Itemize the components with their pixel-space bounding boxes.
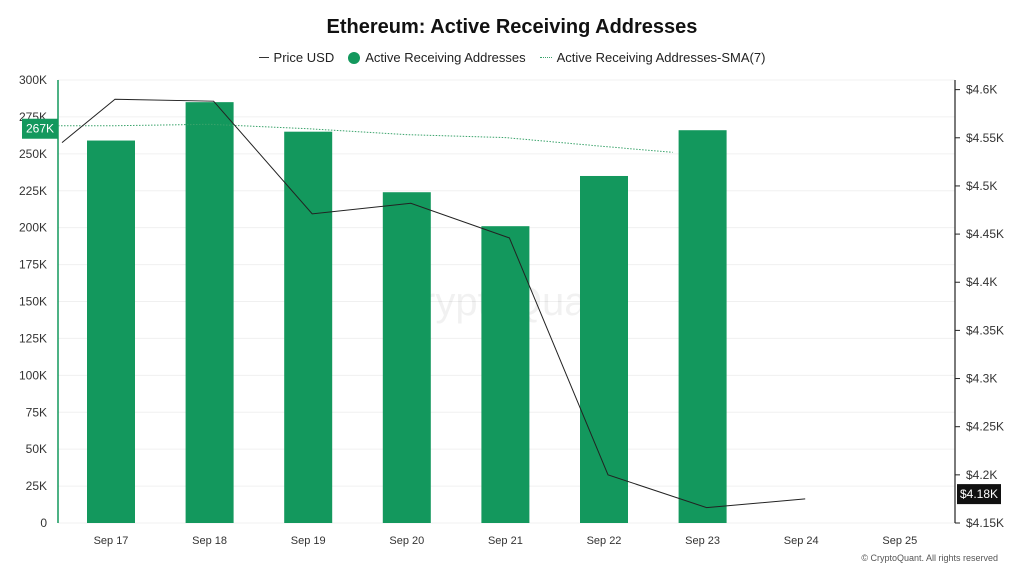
left-tick-label-100k: 100K xyxy=(19,368,47,382)
bar-sep-19 xyxy=(284,131,333,523)
left-tick-label-225k: 225K xyxy=(19,184,47,198)
legend-item-sma[interactable]: Active Receiving Addresses-SMA(7) xyxy=(539,50,766,65)
right-tick-label-9: $4.6K xyxy=(966,83,997,97)
right-tick-label-8: $4.55K xyxy=(966,131,1004,145)
x-tick-label-sep-18: Sep 18 xyxy=(192,535,227,547)
right-tick-label-4: $4.35K xyxy=(966,323,1004,337)
price-line xyxy=(61,98,806,509)
bar-sep-23 xyxy=(678,130,727,523)
left-tick-label-25k: 25K xyxy=(26,479,47,493)
legend-swatch-sma-dotted xyxy=(539,57,552,58)
x-tick-label-sep-24: Sep 24 xyxy=(784,535,819,547)
right-tick-label-3: $4.3K xyxy=(966,372,997,386)
right-tick-label-2: $4.25K xyxy=(966,420,1004,434)
legend-item-active-addresses[interactable]: Active Receiving Addresses xyxy=(348,50,526,65)
x-tick-label-sep-23: Sep 23 xyxy=(685,535,720,547)
right-current-value-flag xyxy=(957,484,1001,505)
right-current-value-label: $4.18K xyxy=(960,487,998,501)
left-tick-label-175k: 175K xyxy=(19,258,47,272)
legend-label-price: Price USD xyxy=(273,50,335,65)
bar-sep-20 xyxy=(382,192,431,523)
left-tick-label-75k: 75K xyxy=(26,405,47,419)
legend-label-sma: Active Receiving Addresses-SMA(7) xyxy=(556,50,766,65)
x-tick-label-sep-25: Sep 25 xyxy=(882,535,917,547)
right-tick-label-0: $4.15K xyxy=(966,516,1004,530)
x-tick-label-sep-17: Sep 17 xyxy=(94,535,129,547)
right-tick-label-7: $4.5K xyxy=(966,179,997,193)
right-tick-label-6: $4.45K xyxy=(966,227,1004,241)
legend-item-price[interactable]: Price USD xyxy=(258,50,335,65)
legend-swatch-active-addresses-dot xyxy=(348,51,361,64)
x-tick-label-sep-21: Sep 21 xyxy=(488,535,523,547)
legend: Price USD Active Receiving Addresses Act… xyxy=(0,50,1024,65)
left-current-value-flag xyxy=(22,118,58,139)
bar-sep-17 xyxy=(87,140,135,523)
right-tick-label-1: $4.2K xyxy=(966,468,997,482)
left-tick-label-200k: 200K xyxy=(19,221,47,235)
left-tick-label-125k: 125K xyxy=(19,331,47,345)
left-tick-label-50k: 50K xyxy=(26,442,47,456)
left-tick-label-150k: 150K xyxy=(19,295,47,309)
sma-line xyxy=(58,123,673,153)
chart-title: Ethereum: Active Receiving Addresses xyxy=(326,16,698,38)
copyright-text: © CryptoQuant. All rights reserved xyxy=(861,553,998,563)
left-tick-label-300k: 300K xyxy=(19,73,47,87)
left-tick-label-250k: 250K xyxy=(19,147,47,161)
legend-label-active-addresses: Active Receiving Addresses xyxy=(365,50,526,65)
x-tick-label-sep-22: Sep 22 xyxy=(587,535,622,547)
right-tick-label-5: $4.4K xyxy=(966,275,997,289)
legend-swatch-price-line xyxy=(258,57,269,58)
left-tick-label-0: 0 xyxy=(40,516,47,530)
x-tick-label-sep-19: Sep 19 xyxy=(291,535,326,547)
bar-sep-18 xyxy=(185,102,234,524)
bar-sep-21 xyxy=(481,226,530,523)
x-tick-label-sep-20: Sep 20 xyxy=(389,535,424,547)
left-current-value-label: 267K xyxy=(26,122,54,136)
bar-sep-22 xyxy=(580,175,628,523)
